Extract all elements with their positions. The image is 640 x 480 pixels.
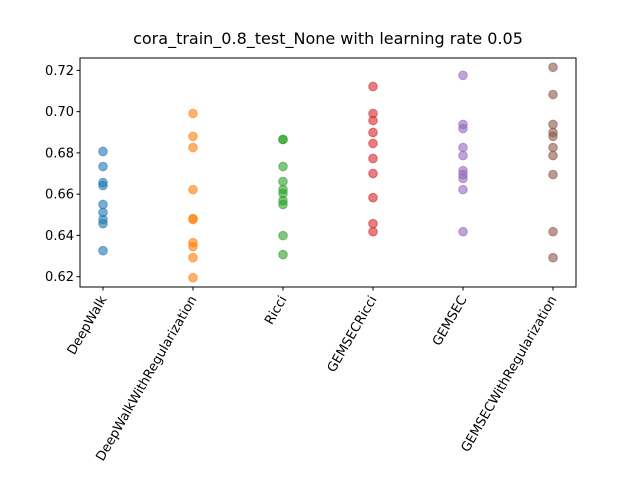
point <box>548 252 558 263</box>
point <box>188 108 198 119</box>
y-tick-label: 0.70 <box>45 105 74 120</box>
point <box>98 161 108 172</box>
point <box>368 218 378 229</box>
x-tick-label: DeepWalk <box>65 293 111 358</box>
point <box>458 123 468 134</box>
plot-frame <box>79 57 577 288</box>
point <box>188 241 198 252</box>
point <box>368 192 378 203</box>
point <box>548 131 558 142</box>
point <box>278 249 288 260</box>
x-tick-label: GEMSEC <box>430 294 471 349</box>
point <box>548 142 558 153</box>
x-tick-label: DeepWalkWithRegularization <box>93 294 200 464</box>
point <box>458 150 468 161</box>
point <box>278 230 288 241</box>
point <box>458 184 468 195</box>
point <box>278 176 288 187</box>
point <box>368 127 378 138</box>
point <box>98 199 108 210</box>
chart-title: cora_train_0.8_test_None with learning r… <box>133 29 523 49</box>
y-tick-label: 0.62 <box>45 270 74 285</box>
point <box>278 199 288 210</box>
point <box>98 218 108 229</box>
y-tick-label: 0.68 <box>45 146 74 161</box>
point <box>98 180 108 191</box>
point <box>548 169 558 180</box>
point <box>458 142 468 153</box>
point <box>368 226 378 237</box>
y-tick-label: 0.66 <box>45 188 74 203</box>
point <box>548 119 558 130</box>
point <box>368 138 378 149</box>
point <box>368 168 378 179</box>
point <box>368 115 378 126</box>
point <box>278 161 288 172</box>
point <box>458 173 468 184</box>
point <box>548 62 558 73</box>
x-tick-label: GEMSECRicci <box>325 294 381 376</box>
y-tick-label: 0.64 <box>45 229 74 244</box>
point <box>98 245 108 256</box>
point <box>548 150 558 161</box>
x-tick-label: Ricci <box>262 294 290 328</box>
point <box>458 70 468 81</box>
point <box>368 153 378 164</box>
x-tick-label: GEMSECWithRegularization <box>459 294 561 455</box>
y-tick-label: 0.72 <box>45 64 74 79</box>
point <box>188 131 198 142</box>
point <box>278 134 288 145</box>
point <box>188 214 198 225</box>
point <box>98 146 108 157</box>
point <box>188 184 198 195</box>
point <box>548 89 558 100</box>
point <box>188 142 198 153</box>
point <box>548 226 558 237</box>
point <box>188 272 198 283</box>
point <box>188 252 198 263</box>
point <box>368 81 378 92</box>
point <box>458 226 468 237</box>
